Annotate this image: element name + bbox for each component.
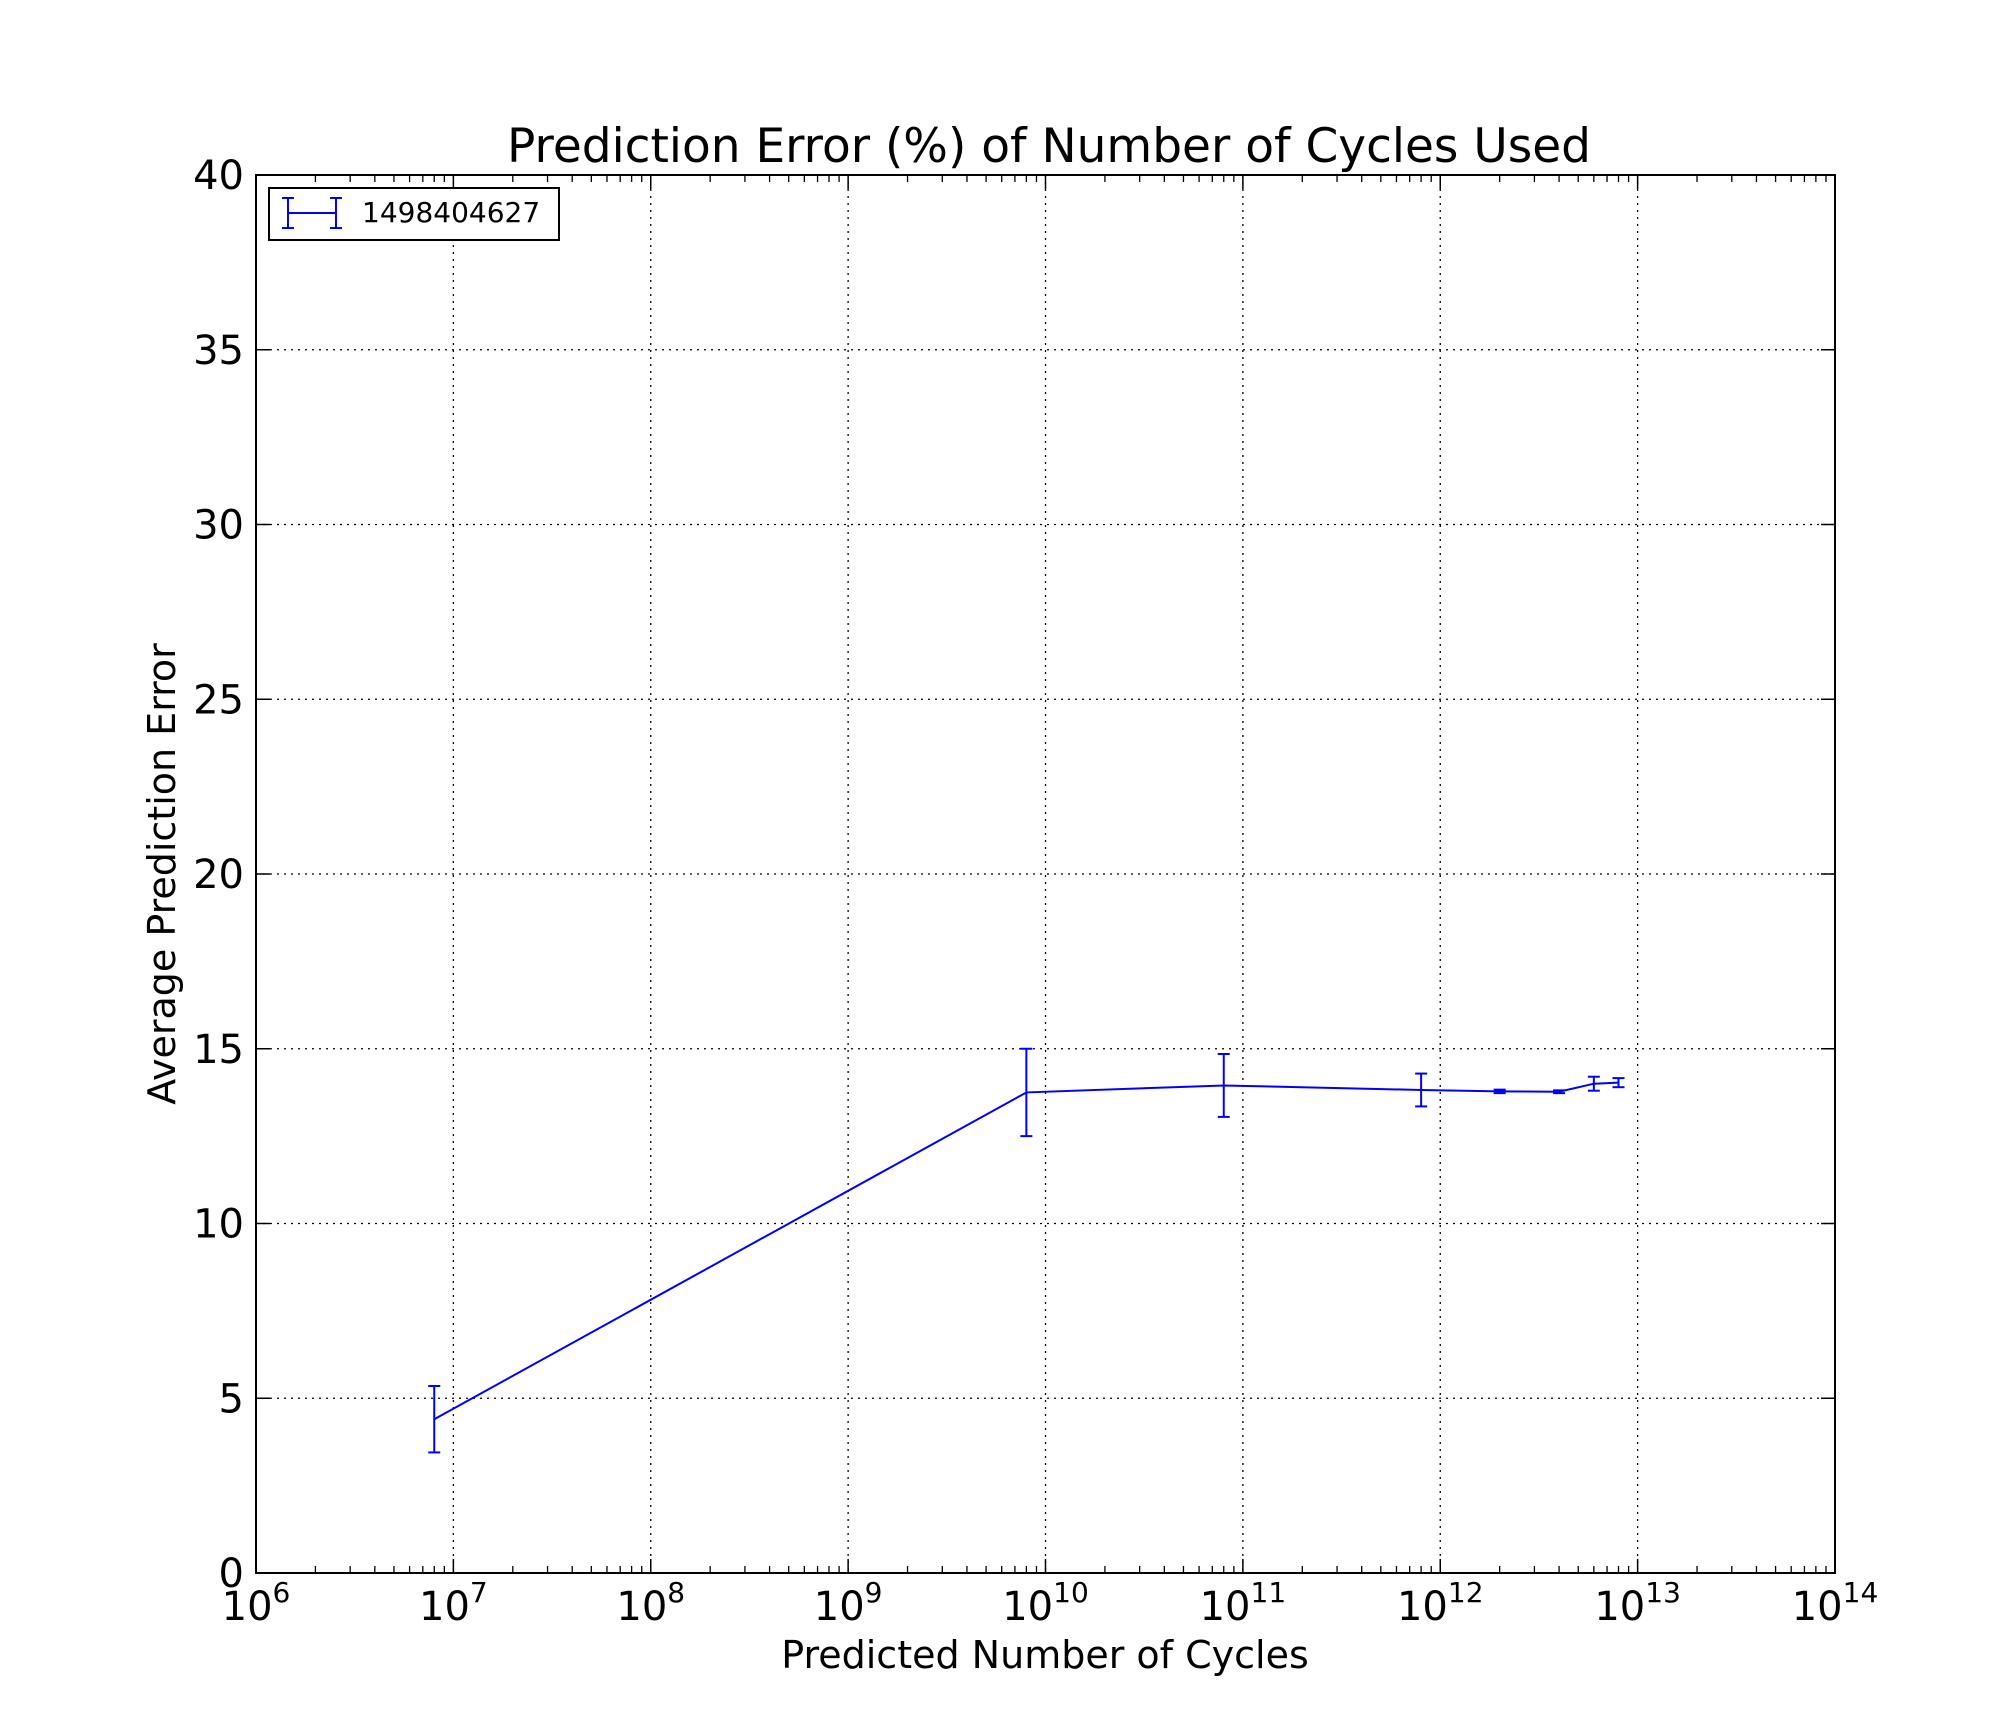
y-tick-label: 30 [193,503,244,549]
y-tick-label: 20 [193,852,244,898]
x-axis-label: Predicted Number of Cycles [781,1633,1309,1677]
chart-title: Prediction Error (%) of Number of Cycles… [507,119,1591,174]
plot-frame [255,174,1836,1574]
x-tick-label: 1013 [1594,1576,1681,1630]
x-tick-label: 1014 [1792,1576,1879,1630]
x-tick-label: 1011 [1200,1576,1287,1630]
axis-ticks: 106 107 108 109 1010 1011 1012 1013 101405101520… [193,153,1878,1630]
y-tick-label: 40 [193,153,244,199]
y-tick-label: 5 [219,1376,244,1422]
y-tick-label: 0 [219,1551,244,1597]
y-tick-label: 15 [193,1027,244,1073]
x-tick-label: 107 [419,1576,488,1630]
series-layer [428,1047,1625,1454]
x-tick-label: 1010 [1002,1576,1089,1630]
x-tick-label: 109 [814,1576,883,1630]
legend-entry: 1498404627 [362,196,540,229]
x-tick-label: 108 [616,1576,685,1630]
grid [256,175,1835,1573]
legend-errorbar-icon [282,197,342,229]
y-tick-label: 10 [193,1202,244,1248]
x-tick-label: 1012 [1397,1576,1484,1630]
legend: 1498404627 [268,187,560,241]
y-axis-label: Average Prediction Error [140,643,184,1105]
y-tick-label: 25 [193,677,244,723]
series-line [433,1081,1619,1421]
y-tick-label: 35 [193,328,244,374]
